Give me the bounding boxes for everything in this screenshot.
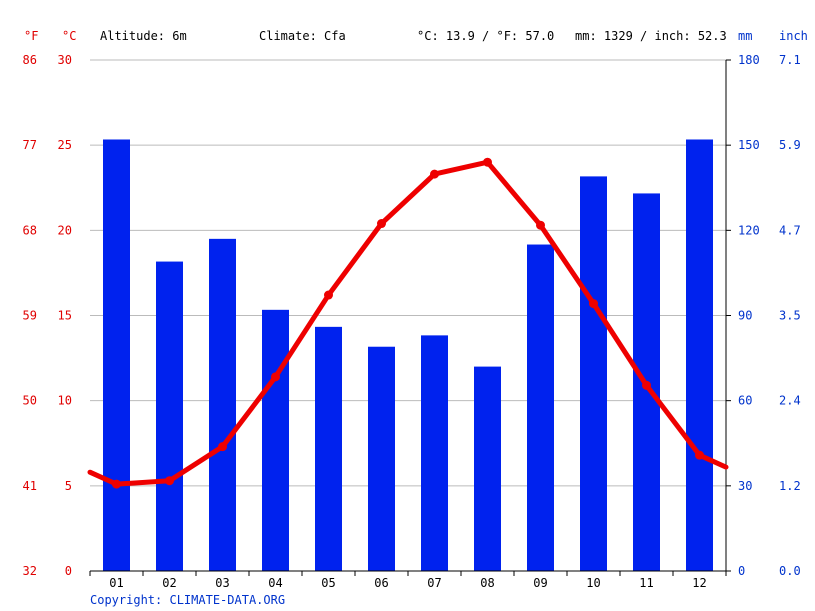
month-tick-label: 10: [586, 576, 600, 590]
month-tick-label: 11: [639, 576, 653, 590]
inch-tick-label: 0.0: [779, 564, 801, 578]
mm-tick-label: 150: [738, 138, 760, 152]
precipitation-bars: [103, 139, 713, 571]
fahrenheit-tick-label: 77: [23, 138, 37, 152]
precipitation-bar: [421, 335, 448, 571]
month-tick-label: 05: [321, 576, 335, 590]
temperature-point: [695, 450, 704, 460]
mm-tick-label: 180: [738, 53, 760, 67]
celsius-tick-label: 15: [58, 309, 72, 323]
unit-inch-label: inch: [779, 29, 808, 43]
inch-tick-label: 7.1: [779, 53, 801, 67]
celsius-tick-label: 25: [58, 138, 72, 152]
temperature-point: [271, 372, 280, 382]
mm-tick-label: 0: [738, 564, 745, 578]
month-tick-label: 08: [480, 576, 494, 590]
precipitation-bar: [315, 326, 342, 571]
month-tick-label: 12: [692, 576, 706, 590]
temperature-point: [430, 169, 439, 179]
fahrenheit-tick-label: 86: [23, 53, 37, 67]
precipitation-bar: [156, 261, 183, 571]
precipitation-bar: [262, 309, 289, 571]
month-tick-label: 04: [268, 576, 282, 590]
mm-tick-label: 30: [738, 479, 752, 493]
mm-tick-label: 120: [738, 223, 760, 237]
fahrenheit-tick-label: 41: [23, 479, 37, 493]
precipitation-bar: [527, 244, 554, 571]
month-tick-label: 06: [374, 576, 388, 590]
temperature-point: [377, 219, 386, 229]
inch-tick-label: 1.2: [779, 479, 801, 493]
celsius-tick-label: 0: [65, 564, 72, 578]
temperature-point: [483, 157, 492, 167]
fahrenheit-tick-label: 59: [23, 309, 37, 323]
gridlines: [90, 59, 726, 487]
month-tick-label: 09: [533, 576, 547, 590]
unit-mm-label: mm: [738, 29, 752, 43]
inch-tick-label: 4.7: [779, 223, 801, 237]
tick-labels: 32 0 41 5 50 10 59 15 68 20 77 25 86 30 0 0.0 30 1.2 60 2.4…: [23, 53, 801, 590]
temperature-point: [642, 380, 651, 390]
month-tick-label: 07: [427, 576, 441, 590]
precipitation-total-label: mm: 1329 / inch: 52.3: [575, 29, 727, 43]
temperature-point: [324, 290, 333, 300]
copyright-label: Copyright: CLIMATE-DATA.ORG: [90, 593, 285, 607]
mm-tick-label: 60: [738, 394, 752, 408]
precipitation-bar: [368, 346, 395, 571]
fahrenheit-tick-label: 50: [23, 394, 37, 408]
celsius-tick-label: 5: [65, 479, 72, 493]
precipitation-bar: [474, 366, 501, 571]
inch-tick-label: 5.9: [779, 138, 801, 152]
temperature-point: [165, 476, 174, 486]
temperature-series-line: [87, 159, 729, 487]
fahrenheit-tick-label: 32: [23, 564, 37, 578]
unit-f-label: °F: [24, 29, 38, 43]
precipitation-bar: [580, 176, 607, 571]
temperature-point: [589, 299, 598, 309]
temperature-point: [536, 220, 545, 230]
celsius-tick-label: 30: [58, 53, 72, 67]
fahrenheit-tick-label: 68: [23, 223, 37, 237]
temperature-point: [112, 479, 121, 489]
celsius-tick-label: 20: [58, 223, 72, 237]
climate-label: Climate: Cfa: [259, 29, 346, 43]
mm-tick-label: 90: [738, 309, 752, 323]
axes: [89, 59, 731, 576]
celsius-tick-label: 10: [58, 394, 72, 408]
precipitation-bar: [103, 139, 130, 571]
temperature-line: [87, 157, 729, 489]
precipitation-bar: [209, 238, 236, 571]
altitude-label: Altitude: 6m: [100, 29, 187, 43]
unit-c-label: °C: [62, 29, 76, 43]
inch-tick-label: 3.5: [779, 309, 801, 323]
temperature-average-label: °C: 13.9 / °F: 57.0: [417, 29, 554, 43]
inch-tick-label: 2.4: [779, 394, 801, 408]
month-tick-label: 03: [215, 576, 229, 590]
month-tick-label: 02: [162, 576, 176, 590]
precipitation-bar: [686, 139, 713, 571]
month-tick-label: 01: [109, 576, 123, 590]
temperature-point: [218, 442, 227, 452]
